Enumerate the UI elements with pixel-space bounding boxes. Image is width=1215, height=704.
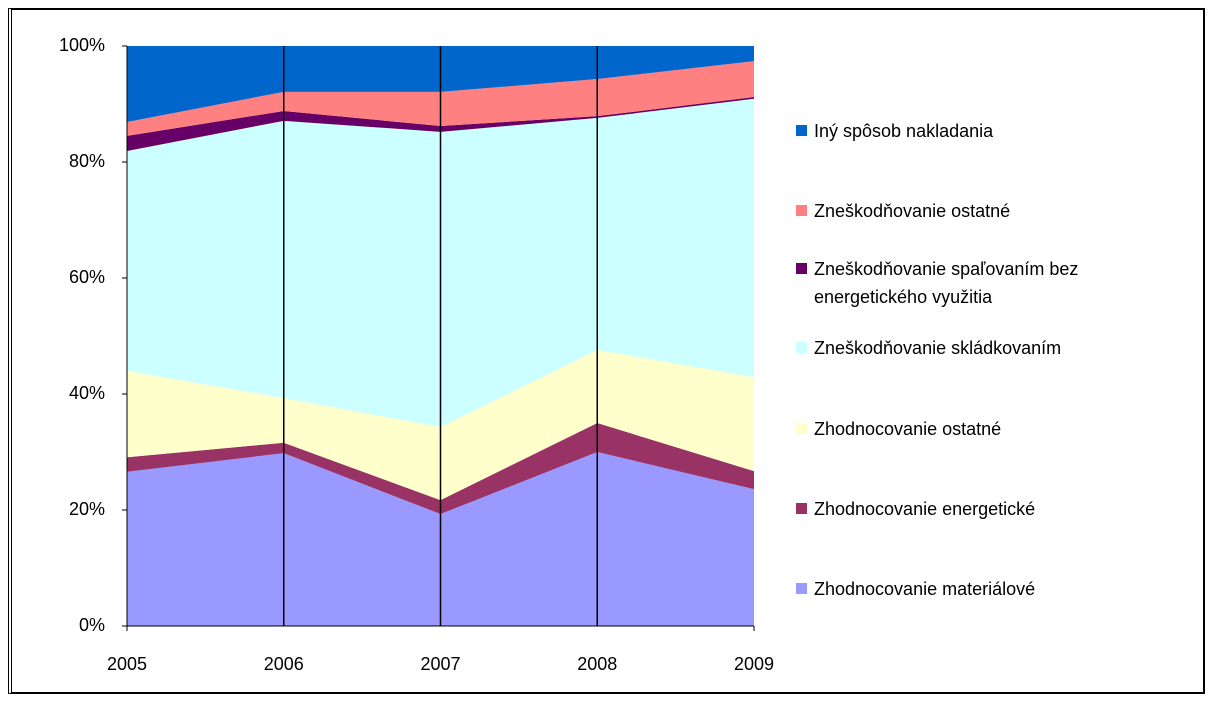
legend-swatch	[796, 125, 807, 136]
x-tick-label: 2007	[420, 654, 460, 674]
y-tick-label: 20%	[69, 499, 105, 519]
x-tick-label: 2006	[264, 654, 304, 674]
legend-item: Zneškodňovanie spaľovaním bez energetick…	[796, 255, 1096, 311]
legend-label: Iný spôsob nakladania	[814, 121, 994, 141]
x-tick-label: 2005	[107, 654, 147, 674]
legend-item: Zhodnocovanie ostatné	[796, 415, 1096, 443]
y-tick-label: 100%	[59, 35, 105, 55]
legend-label: Zneškodňovanie skládkovaním	[814, 338, 1062, 358]
legend-swatch	[796, 503, 807, 514]
legend-label: Zhodnocovanie ostatné	[814, 419, 1002, 439]
y-tick-label: 80%	[69, 151, 105, 171]
legend-label: Zneškodňovanie spaľovaním bez energetick…	[814, 259, 1079, 307]
x-tick-label: 2008	[577, 654, 617, 674]
legend-item: Zhodnocovanie energetické	[796, 495, 1096, 523]
y-tick-label: 0%	[79, 615, 105, 635]
legend-label: Zneškodňovanie ostatné	[814, 201, 1011, 221]
chart-frame	[8, 8, 1205, 694]
legend-label: Zhodnocovanie materiálové	[814, 579, 1036, 599]
legend-swatch	[796, 205, 807, 216]
legend-label: Zhodnocovanie energetické	[814, 499, 1036, 519]
legend-item: Zneškodňovanie skládkovaním	[796, 334, 1096, 362]
legend-swatch	[796, 583, 807, 594]
legend-item: Iný spôsob nakladania	[796, 117, 1096, 145]
legend-item: Zhodnocovanie materiálové	[796, 575, 1096, 603]
legend-swatch	[796, 342, 807, 353]
y-tick-label: 60%	[69, 267, 105, 287]
legend-swatch	[796, 423, 807, 434]
y-tick-label: 40%	[69, 383, 105, 403]
x-tick-label: 2009	[734, 654, 774, 674]
legend-item: Zneškodňovanie ostatné	[796, 197, 1096, 225]
legend-swatch	[796, 263, 807, 274]
area	[127, 97, 754, 151]
